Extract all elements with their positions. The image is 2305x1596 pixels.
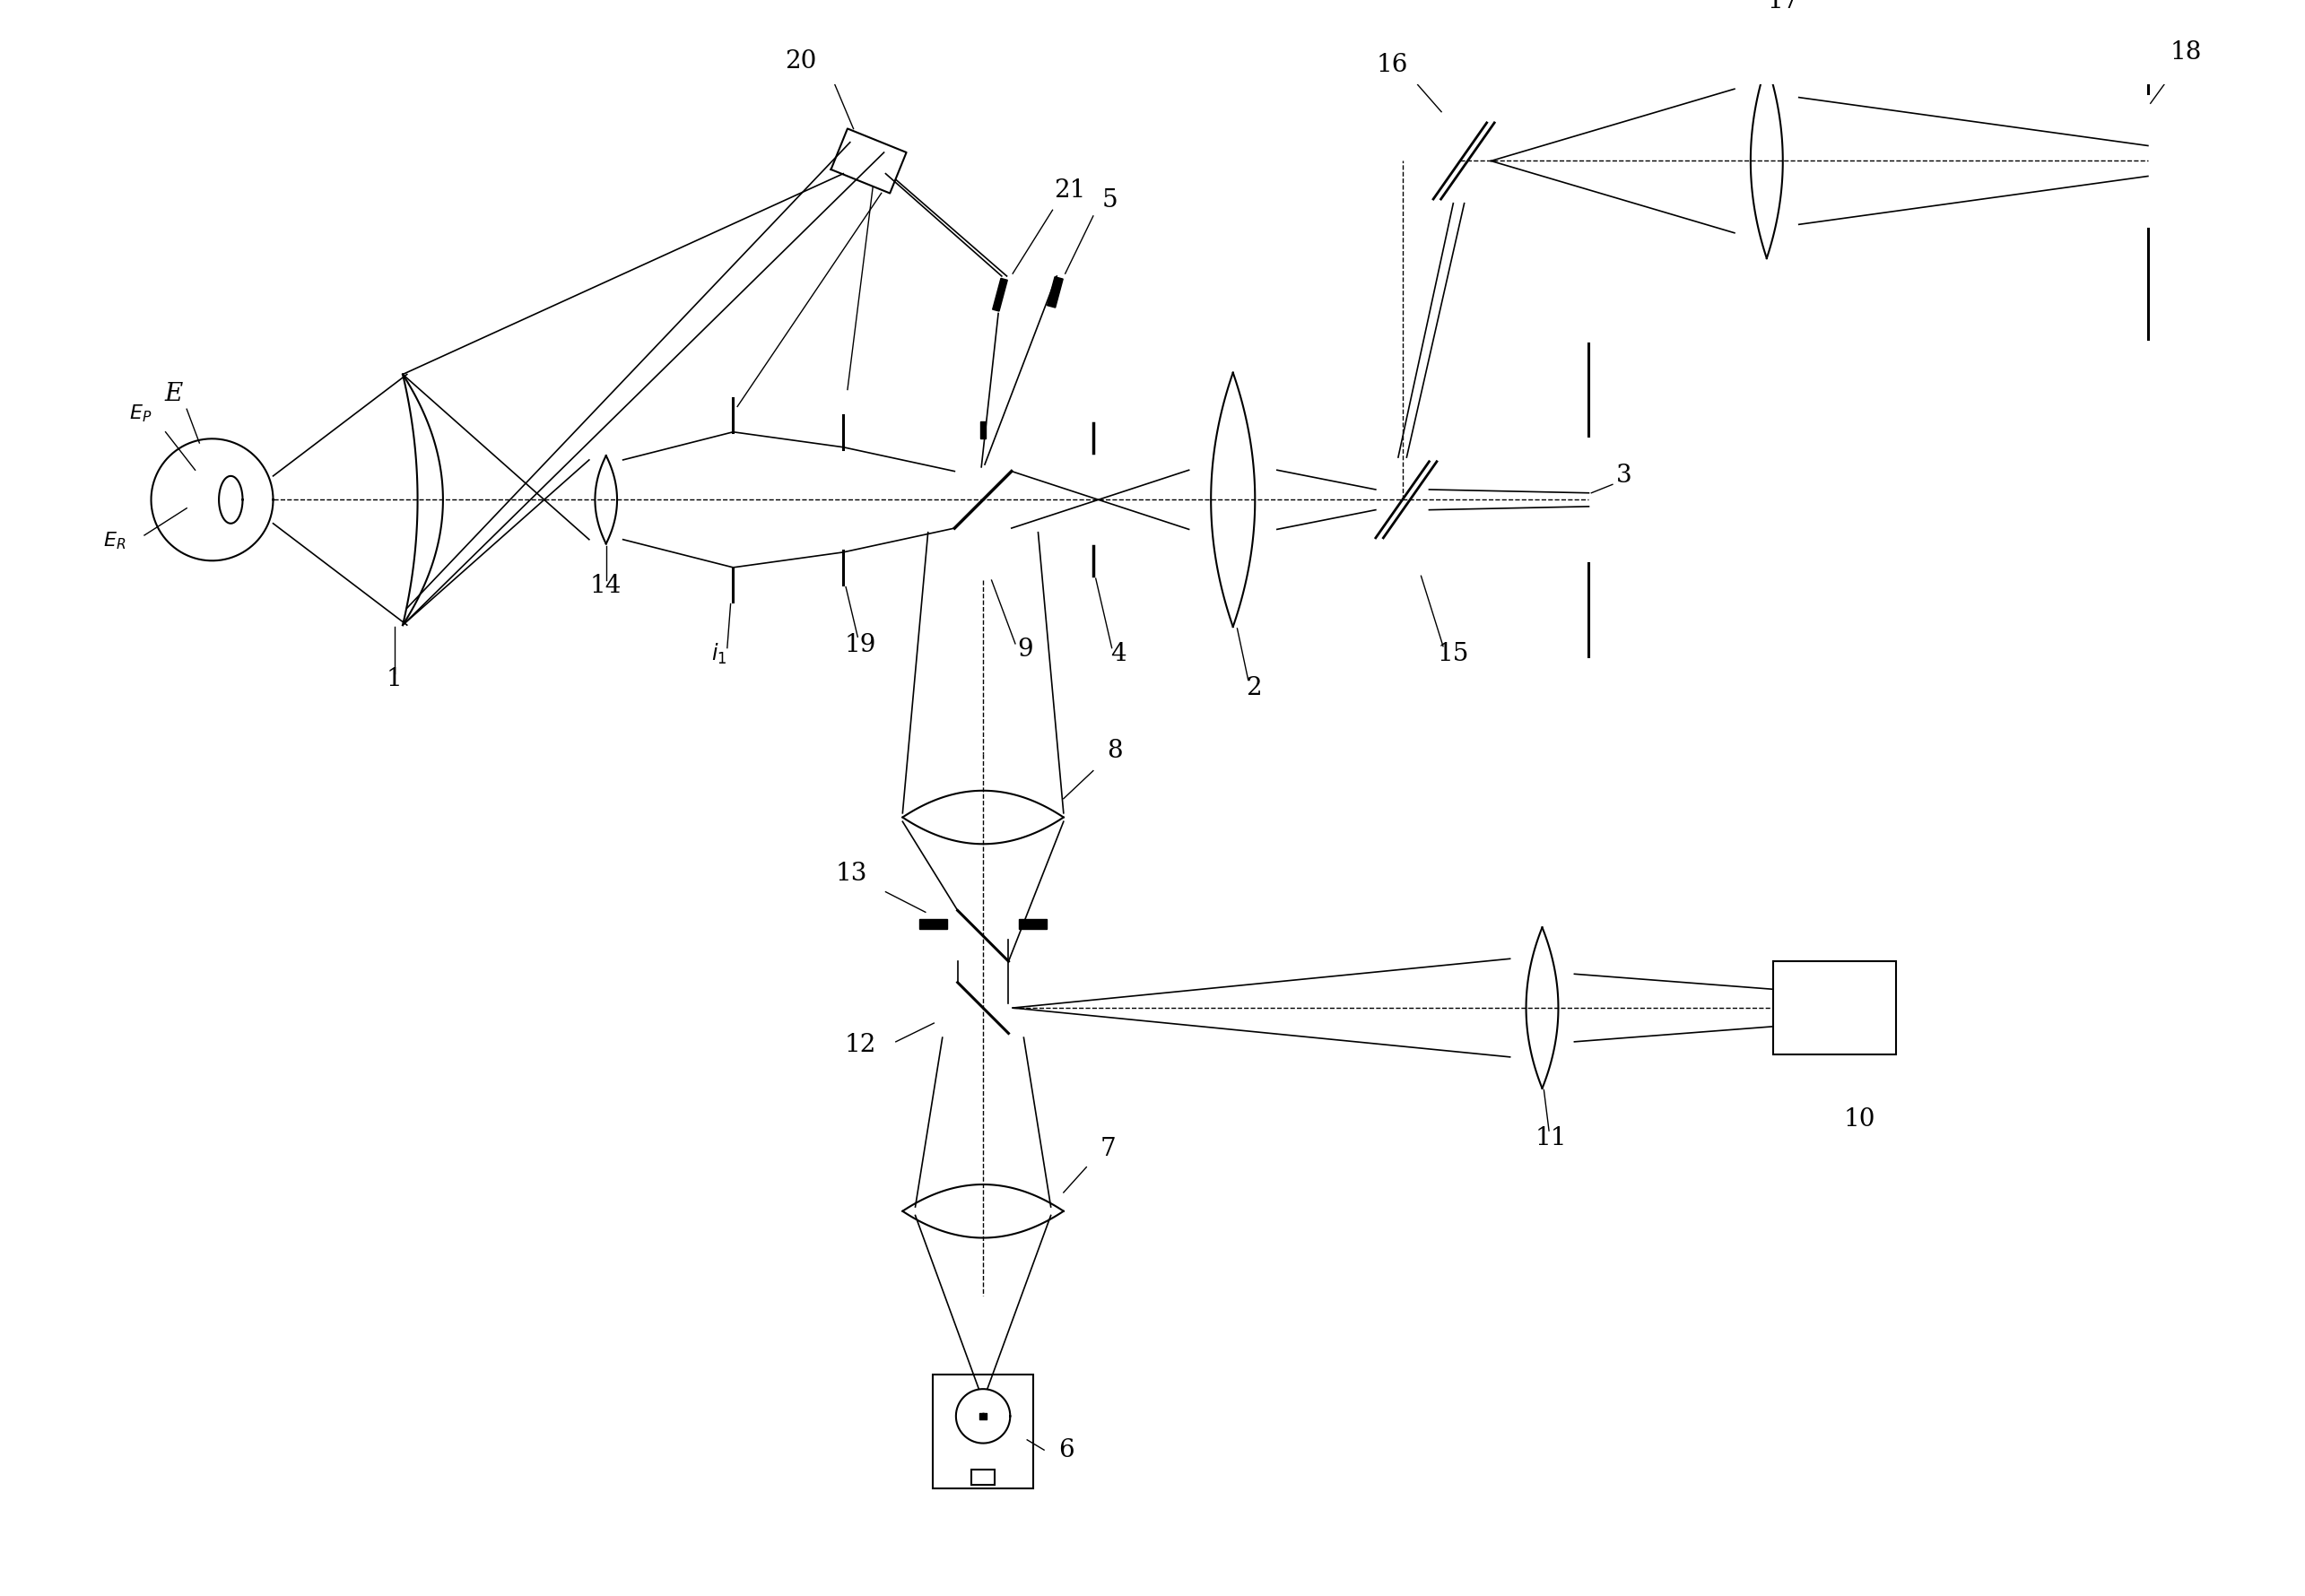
Text: $i_1$: $i_1$ — [710, 642, 726, 666]
Text: 13: 13 — [837, 862, 867, 886]
Text: 3: 3 — [1616, 464, 1632, 488]
Text: 17: 17 — [1768, 0, 1800, 14]
Polygon shape — [993, 278, 1007, 311]
Text: 5: 5 — [1102, 188, 1118, 212]
Text: 1: 1 — [387, 667, 403, 691]
Bar — [934, 1374, 1033, 1489]
Text: 9: 9 — [1017, 637, 1033, 662]
Polygon shape — [980, 421, 987, 439]
Text: 14: 14 — [590, 575, 622, 598]
Text: 7: 7 — [1099, 1138, 1116, 1162]
Text: 4: 4 — [1111, 642, 1127, 666]
Polygon shape — [1046, 276, 1063, 308]
Text: E: E — [166, 381, 182, 405]
Text: 2: 2 — [1247, 675, 1263, 701]
Text: 8: 8 — [1106, 739, 1123, 763]
Text: 21: 21 — [1053, 179, 1086, 203]
Text: $E_R$: $E_R$ — [104, 530, 127, 551]
Text: 6: 6 — [1058, 1438, 1074, 1462]
Text: 19: 19 — [844, 634, 876, 658]
Text: 18: 18 — [2171, 40, 2201, 65]
Text: 12: 12 — [844, 1033, 876, 1057]
Text: 10: 10 — [1844, 1108, 1876, 1132]
Text: $E_P$: $E_P$ — [129, 404, 152, 425]
Text: 11: 11 — [1535, 1127, 1567, 1151]
Text: 20: 20 — [786, 49, 816, 73]
Polygon shape — [920, 919, 947, 929]
Text: 15: 15 — [1438, 642, 1468, 666]
Polygon shape — [1019, 919, 1046, 929]
Bar — [970, 1470, 996, 1486]
Bar — [1773, 961, 1897, 1055]
Text: 16: 16 — [1376, 53, 1408, 77]
